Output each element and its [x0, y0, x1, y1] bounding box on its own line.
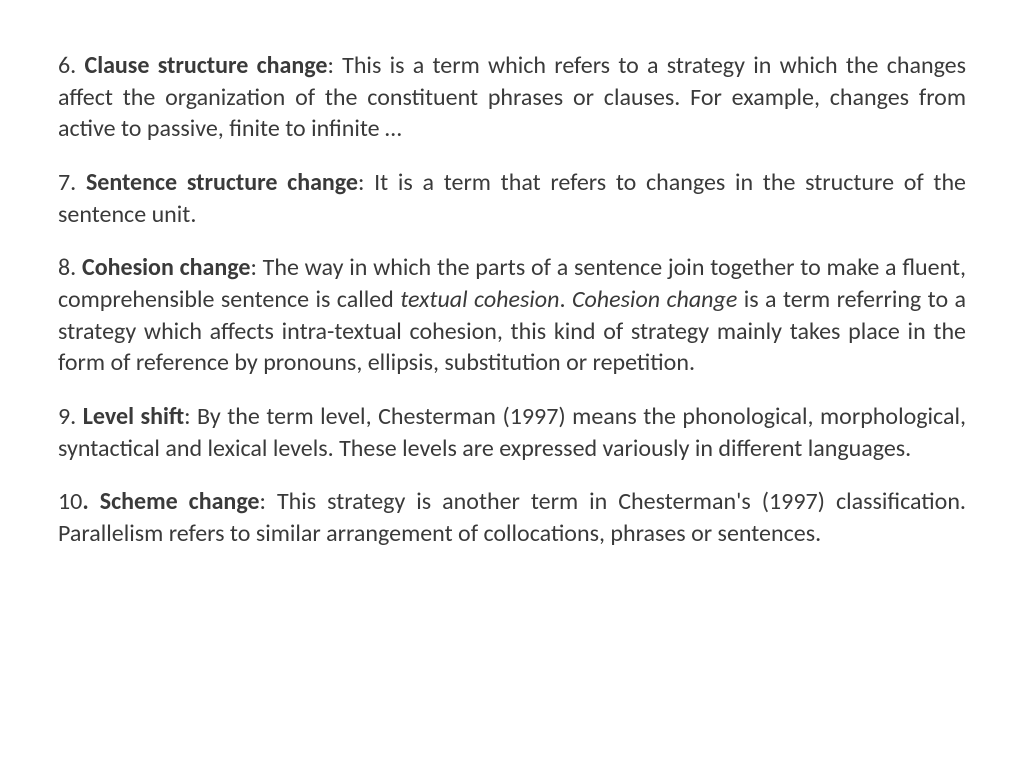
term: Sentence structure change: [86, 168, 358, 197]
term: . Scheme change: [82, 487, 259, 516]
term: Clause structure change: [84, 51, 327, 80]
definition-text: : By the term level, Chesterman (1997) m…: [58, 402, 966, 463]
item-number: 9.: [58, 402, 83, 431]
definition-item-9: 9. Level shift: By the term level, Chest…: [58, 401, 966, 464]
term: Cohesion change: [82, 253, 250, 282]
italic-term: textual cohesion: [400, 285, 559, 314]
definition-item-6: 6. Clause structure change: This is a te…: [58, 50, 966, 145]
definition-item-8: 8. Cohesion change: The way in which the…: [58, 252, 966, 379]
item-number: 7.: [58, 168, 86, 197]
term: Level shift: [83, 402, 184, 431]
definition-item-10: 10. Scheme change: This strategy is anot…: [58, 486, 966, 549]
item-number: 6.: [58, 51, 84, 80]
definition-text: .: [559, 285, 571, 314]
item-number: 8.: [58, 253, 82, 282]
definition-item-7: 7. Sentence structure change: It is a te…: [58, 167, 966, 230]
item-number: 10: [58, 487, 82, 516]
italic-term: Cohesion change: [572, 285, 737, 314]
